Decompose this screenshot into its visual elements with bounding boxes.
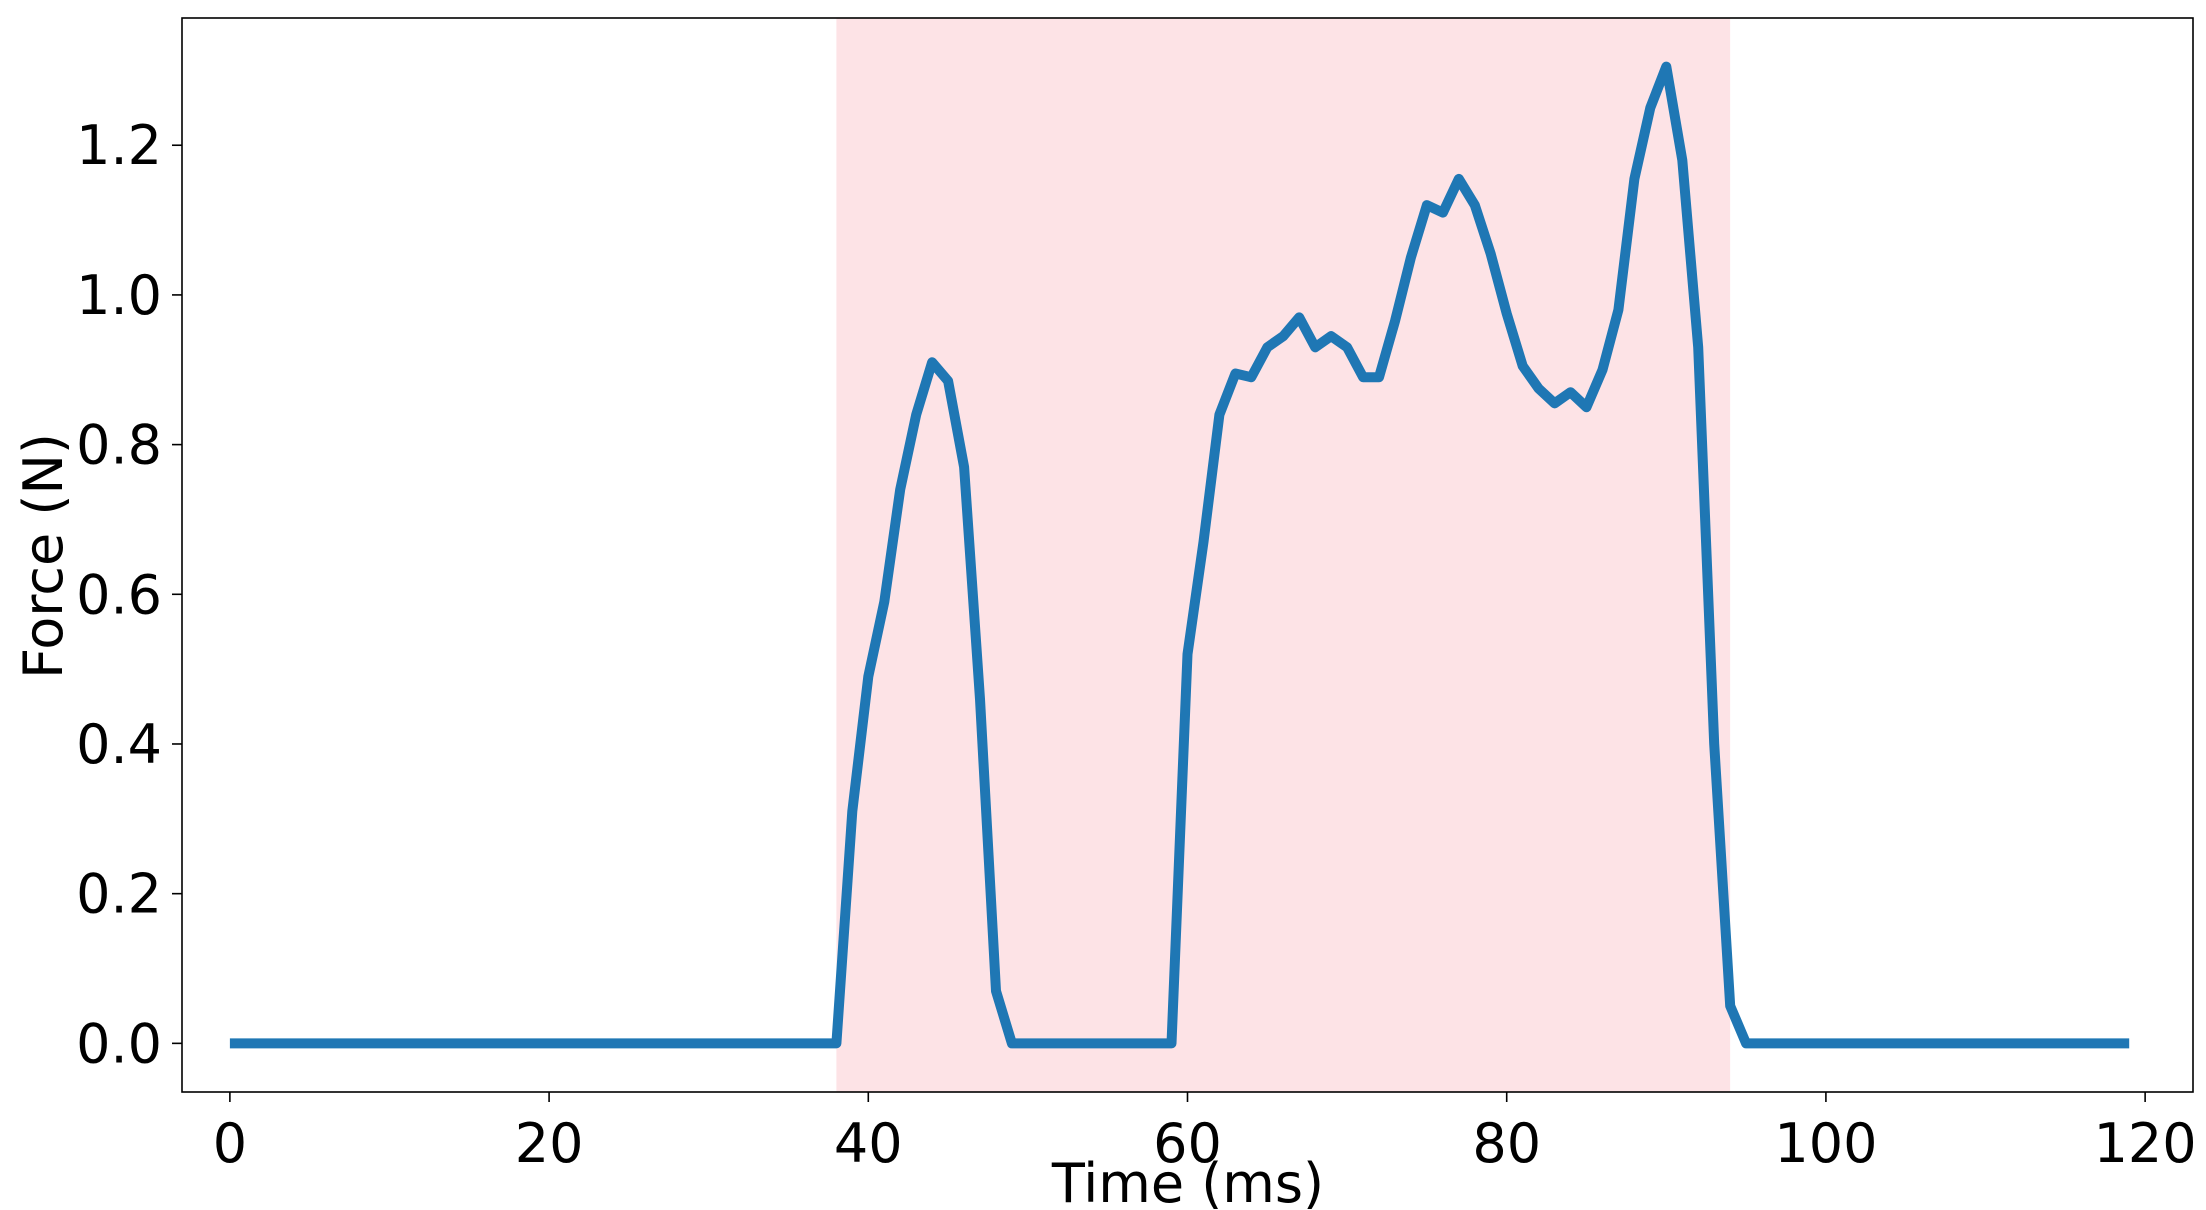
- y-tick-label: 0.2: [76, 863, 162, 926]
- x-tick-label: 40: [834, 1112, 903, 1175]
- highlight-layer: [836, 18, 1731, 1092]
- x-tick-label: 20: [515, 1112, 584, 1175]
- y-axis-ticks: 0.0 0.2 0.4 0.6 0.8 1.0 1.2: [76, 114, 182, 1075]
- x-tick-label: 0: [213, 1112, 247, 1175]
- highlight-region: [836, 18, 1731, 1092]
- series-line-0: [229, 61, 2130, 1049]
- y-tick-label: 0.4: [76, 713, 162, 776]
- series-layer: [229, 61, 2130, 1049]
- y-tick-label: 1.0: [76, 264, 162, 327]
- y-tick-label: 0.6: [76, 563, 162, 626]
- x-axis-ticks: 0 20 40 60 80 100 120: [213, 1092, 2197, 1175]
- y-tick-label: 1.2: [76, 114, 162, 177]
- x-tick-label: 120: [2094, 1112, 2197, 1175]
- y-axis-label: Force (N): [12, 433, 75, 679]
- x-tick-label: 100: [1774, 1112, 1877, 1175]
- x-axis-label: Time (ms): [1051, 1152, 1324, 1210]
- x-tick-label: 60: [1153, 1112, 1222, 1175]
- y-tick-label: 0.8: [76, 414, 162, 477]
- y-tick-label: 0.0: [76, 1012, 162, 1075]
- x-tick-label: 80: [1472, 1112, 1541, 1175]
